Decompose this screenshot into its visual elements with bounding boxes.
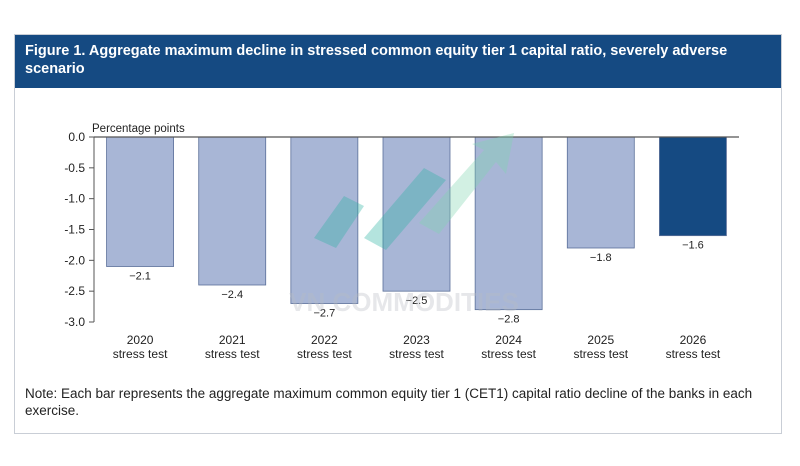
x-tick-label-2022: 2022 (311, 333, 338, 347)
x-tick-sublabel-2025: stress test (573, 347, 628, 361)
bar-2020 (106, 136, 174, 267)
watermark-arrow-icon (419, 133, 514, 234)
bar-2023 (382, 136, 451, 292)
data-label-2026: −1.6 (682, 240, 704, 252)
bar-2022 (290, 136, 359, 304)
y-tick-label: 0.0 (68, 130, 85, 144)
watermark-logo: VN COMMODITIES (289, 133, 519, 317)
data-label-2023: −2.5 (406, 295, 428, 307)
x-tick-sublabel-2020: stress test (113, 347, 168, 361)
x-tick-sublabel-2023: stress test (389, 347, 444, 361)
bar-2021 (198, 136, 267, 286)
data-label-2024: −2.8 (498, 314, 520, 326)
y-tick-label: -1.5 (64, 223, 85, 237)
x-tick-sublabel-2021: stress test (205, 347, 260, 361)
bar-2026 (659, 136, 727, 237)
y-tick-label: -0.5 (64, 161, 85, 175)
y-tick-label: -1.0 (64, 192, 85, 206)
x-tick-label-2024: 2024 (495, 333, 522, 347)
bar-2025 (566, 136, 635, 249)
x-tick-label-2025: 2025 (587, 333, 614, 347)
data-label-2022: −2.7 (313, 308, 335, 320)
watermark-text: VN COMMODITIES (289, 287, 519, 317)
data-label-2020: −2.1 (129, 271, 151, 283)
y-tick-label: -3.0 (64, 315, 85, 329)
x-tick-label-2021: 2021 (219, 333, 246, 347)
x-tick-sublabel-2022: stress test (297, 347, 352, 361)
watermark-stripe (364, 168, 446, 250)
y-tick-label: -2.5 (64, 284, 85, 298)
x-tick-sublabel-2026: stress test (666, 347, 721, 361)
figure-title: Figure 1. Aggregate maximum decline in s… (15, 35, 781, 88)
x-tick-label-2020: 2020 (127, 333, 154, 347)
y-axis-label: Percentage points (92, 123, 185, 135)
x-tick-label-2026: 2026 (680, 333, 707, 347)
figure-note: Note: Each bar represents the aggregate … (25, 386, 753, 418)
watermark-stripe (314, 196, 364, 248)
data-label-2021: −2.4 (221, 289, 243, 301)
bar-chart: Percentage points 0.0 -0.5 -1.0 -1.5 -2.0 -2.5… (64, 123, 739, 361)
data-label-2025: −1.8 (590, 252, 612, 264)
x-tick-sublabel-2024: stress test (481, 347, 536, 361)
y-tick-label: -2.0 (64, 253, 85, 267)
x-tick-label-2023: 2023 (403, 333, 430, 347)
